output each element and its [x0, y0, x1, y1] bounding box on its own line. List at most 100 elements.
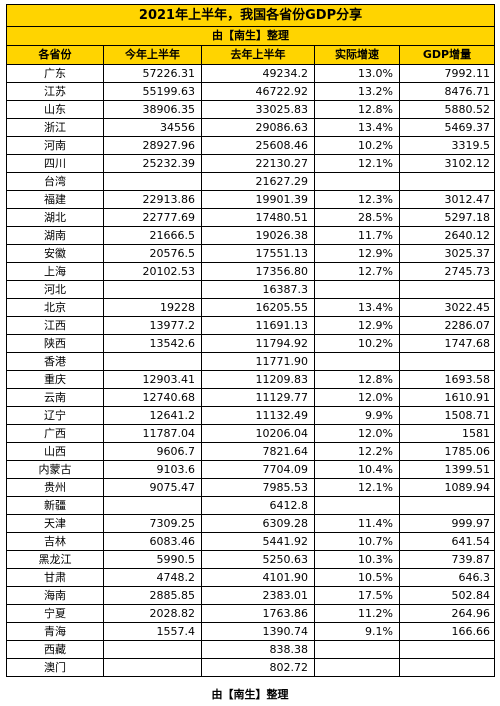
increment-cell: 8476.71	[398, 82, 496, 101]
this-year-cell: 12903.41	[103, 370, 202, 389]
col-header-growth: 实际增速	[314, 45, 400, 65]
this-year-cell: 12641.2	[103, 406, 202, 425]
table-row: 新疆 6412.8	[6, 496, 496, 515]
increment-cell	[398, 172, 496, 191]
increment-cell	[398, 658, 496, 677]
growth-cell: 10.3%	[314, 550, 400, 569]
this-year-cell: 34556	[103, 118, 202, 137]
increment-cell: 3022.45	[398, 298, 496, 317]
province-cell: 天津	[6, 514, 104, 533]
growth-cell: 9.9%	[314, 406, 400, 425]
table-row: 辽宁 12641.2 11132.49 9.9% 1508.71	[6, 406, 496, 425]
col-header-this-year: 今年上半年	[103, 45, 202, 65]
last-year-cell: 11209.83	[201, 370, 315, 389]
province-cell: 香港	[6, 352, 104, 371]
this-year-cell: 20576.5	[103, 244, 202, 263]
increment-cell: 641.54	[398, 532, 496, 551]
last-year-cell: 16387.3	[201, 280, 315, 299]
province-cell: 吉林	[6, 532, 104, 551]
growth-cell: 10.2%	[314, 136, 400, 155]
table-row: 河南 28927.96 25608.46 10.2% 3319.5	[6, 136, 496, 155]
table-body: 广东 57226.31 49234.2 13.0% 7992.11 江苏 55199.63 4…	[6, 64, 496, 677]
increment-cell	[398, 496, 496, 515]
increment-cell	[398, 352, 496, 371]
subtitle-row: 由【南生】整理	[5, 26, 496, 46]
this-year-cell: 28927.96	[103, 136, 202, 155]
table-row: 西藏 838.38	[6, 640, 496, 659]
province-cell: 西藏	[6, 640, 104, 659]
increment-cell: 2640.12	[398, 226, 496, 245]
last-year-cell: 2383.01	[201, 586, 315, 605]
growth-cell: 12.8%	[314, 370, 400, 389]
last-year-cell: 11691.13	[201, 316, 315, 335]
table-row: 福建 22913.86 19901.39 12.3% 3012.47	[6, 190, 496, 209]
growth-cell: 13.0%	[314, 64, 400, 83]
growth-cell: 12.1%	[314, 478, 400, 497]
last-year-cell: 11129.77	[201, 388, 315, 407]
increment-cell	[398, 640, 496, 659]
increment-cell: 1508.71	[398, 406, 496, 425]
growth-cell: 10.2%	[314, 334, 400, 353]
table-title: 2021年上半年，我国各省份GDP分享	[5, 4, 496, 27]
province-cell: 浙江	[6, 118, 104, 137]
this-year-cell: 13977.2	[103, 316, 202, 335]
growth-cell: 12.1%	[314, 154, 400, 173]
last-year-cell: 7704.09	[201, 460, 315, 479]
province-cell: 湖北	[6, 208, 104, 227]
this-year-cell: 57226.31	[103, 64, 202, 83]
increment-cell: 5469.37	[398, 118, 496, 137]
table-row: 台湾 21627.29	[6, 172, 496, 191]
table-row: 甘肃 4748.2 4101.90 10.5% 646.3	[6, 568, 496, 587]
growth-cell	[314, 280, 400, 299]
growth-cell: 12.0%	[314, 424, 400, 443]
table-row: 广西 11787.04 10206.04 12.0% 1581	[6, 424, 496, 443]
growth-cell: 10.7%	[314, 532, 400, 551]
province-cell: 陕西	[6, 334, 104, 353]
table-row: 宁夏 2028.82 1763.86 11.2% 264.96	[6, 604, 496, 623]
province-cell: 青海	[6, 622, 104, 641]
last-year-cell: 49234.2	[201, 64, 315, 83]
last-year-cell: 33025.83	[201, 100, 315, 119]
col-header-last-year: 去年上半年	[201, 45, 315, 65]
col-header-increment: GDP增量	[398, 45, 496, 65]
province-cell: 内蒙古	[6, 460, 104, 479]
this-year-cell: 21666.5	[103, 226, 202, 245]
province-cell: 广西	[6, 424, 104, 443]
growth-cell: 12.3%	[314, 190, 400, 209]
growth-cell: 13.4%	[314, 118, 400, 137]
growth-cell: 12.7%	[314, 262, 400, 281]
growth-cell: 17.5%	[314, 586, 400, 605]
increment-cell: 7992.11	[398, 64, 496, 83]
last-year-cell: 6412.8	[201, 496, 315, 515]
last-year-cell: 7985.53	[201, 478, 315, 497]
this-year-cell	[103, 640, 202, 659]
table-row: 黑龙江 5990.5 5250.63 10.3% 739.87	[6, 550, 496, 569]
increment-cell: 1089.94	[398, 478, 496, 497]
growth-cell: 11.7%	[314, 226, 400, 245]
table-footer: 由【南生】整理	[211, 688, 289, 701]
growth-cell	[314, 658, 400, 677]
this-year-cell: 13542.6	[103, 334, 202, 353]
province-cell: 黑龙江	[6, 550, 104, 569]
last-year-cell: 25608.46	[201, 136, 315, 155]
province-cell: 澳门	[6, 658, 104, 677]
this-year-cell: 5990.5	[103, 550, 202, 569]
growth-cell: 10.5%	[314, 568, 400, 587]
last-year-cell: 11132.49	[201, 406, 315, 425]
table-row: 陕西 13542.6 11794.92 10.2% 1747.68	[6, 334, 496, 353]
growth-cell: 12.9%	[314, 244, 400, 263]
this-year-cell	[103, 658, 202, 677]
growth-cell: 13.4%	[314, 298, 400, 317]
last-year-cell: 4101.90	[201, 568, 315, 587]
increment-cell: 3102.12	[398, 154, 496, 173]
last-year-cell: 19901.39	[201, 190, 315, 209]
last-year-cell: 7821.64	[201, 442, 315, 461]
this-year-cell: 2885.85	[103, 586, 202, 605]
increment-cell: 3025.37	[398, 244, 496, 263]
last-year-cell: 17480.51	[201, 208, 315, 227]
this-year-cell	[103, 496, 202, 515]
last-year-cell: 6309.28	[201, 514, 315, 533]
table-row: 香港 11771.90	[6, 352, 496, 371]
this-year-cell: 20102.53	[103, 262, 202, 281]
increment-cell: 1785.06	[398, 442, 496, 461]
